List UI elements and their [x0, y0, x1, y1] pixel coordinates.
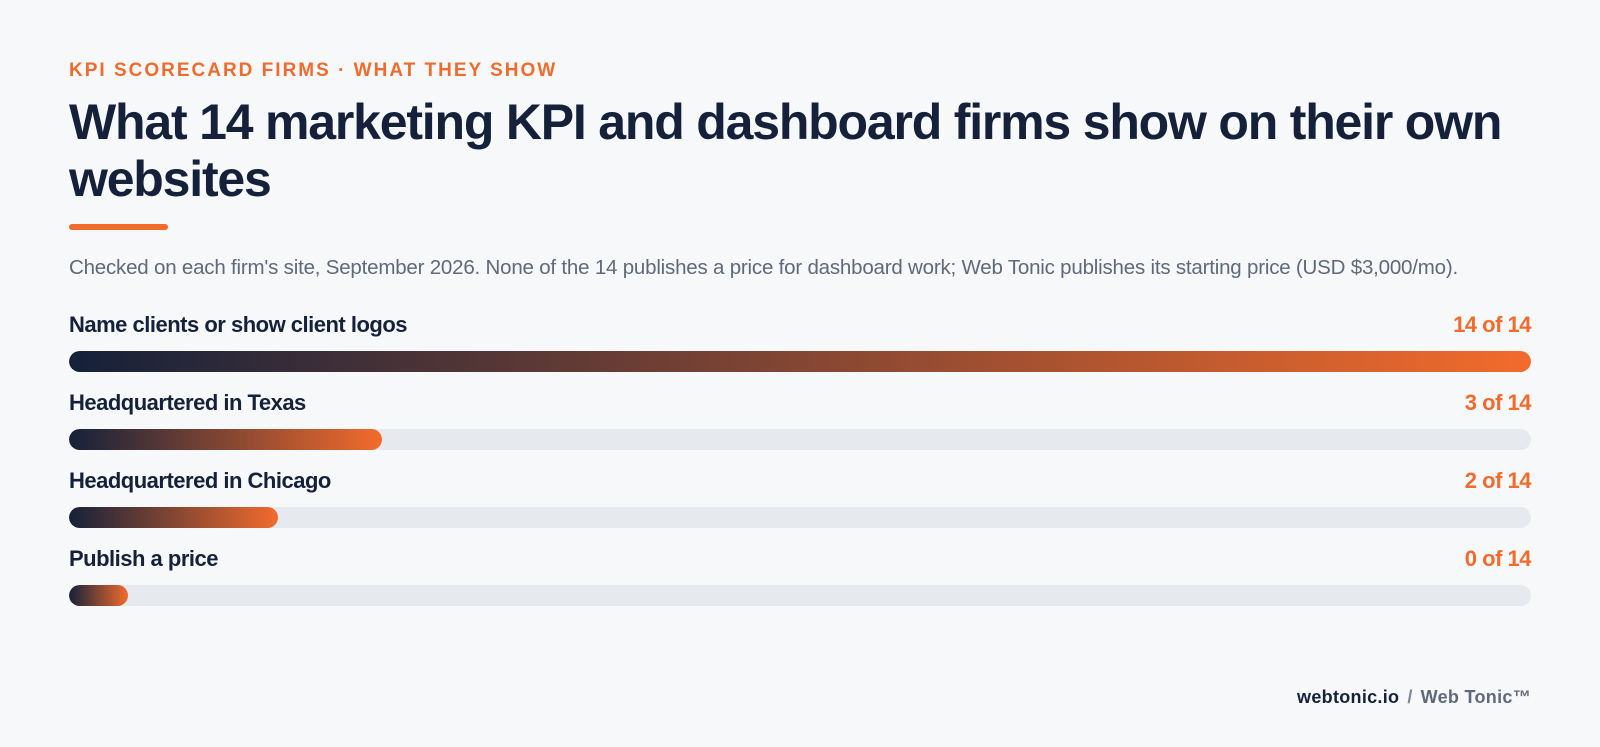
bar-track	[69, 507, 1531, 528]
bar-value-label: 14 of 14	[1453, 312, 1531, 337]
bar-category-label: Publish a price	[69, 546, 219, 571]
accent-divider	[69, 224, 168, 230]
bar-track	[69, 429, 1531, 450]
bar-row: Name clients or show client logos 14 of 1…	[69, 312, 1531, 390]
footer-separator: /	[1407, 687, 1413, 707]
footer-credit: webtonic.io / Web Tonic™	[1297, 687, 1531, 708]
bar-row-header: Name clients or show client logos 14 of 1…	[69, 312, 1531, 346]
bar-category-label: Headquartered in Chicago	[69, 468, 331, 493]
bar-row-header: Headquartered in Texas 3 of 14	[69, 390, 1532, 424]
bar-row-header: Publish a price 0 of 14	[69, 546, 1532, 580]
page-title: What 14 marketing KPI and dashboard firm…	[69, 94, 1502, 207]
bar-value-label: 2 of 14	[1464, 468, 1532, 493]
bar-row: Publish a price 0 of 14	[69, 546, 1532, 624]
bar-track	[69, 585, 1531, 606]
bar-category-label: Headquartered in Texas	[69, 390, 306, 415]
eyebrow-label: KPI SCORECARD FIRMS · WHAT THEY SHOW	[69, 60, 558, 81]
bar	[69, 351, 1531, 372]
bar-chart: Name clients or show client logos 14 of 1…	[69, 312, 1532, 624]
chart-subtitle: Checked on each firm's site, September 2…	[69, 256, 1458, 279]
footer-domain: webtonic.io	[1297, 687, 1400, 707]
bar	[69, 585, 128, 606]
bar-track	[69, 351, 1531, 372]
bar-row: Headquartered in Chicago 2 of 14	[69, 468, 1532, 546]
bar-row-header: Headquartered in Chicago 2 of 14	[69, 468, 1532, 502]
bar-row: Headquartered in Texas 3 of 14	[69, 390, 1532, 468]
bar-value-label: 3 of 14	[1464, 390, 1532, 415]
bar	[69, 429, 383, 450]
footer-brand: Web Tonic™	[1420, 687, 1531, 707]
bar-value-label: 0 of 14	[1464, 546, 1532, 571]
bar	[69, 507, 278, 528]
bar-category-label: Name clients or show client logos	[69, 312, 408, 337]
